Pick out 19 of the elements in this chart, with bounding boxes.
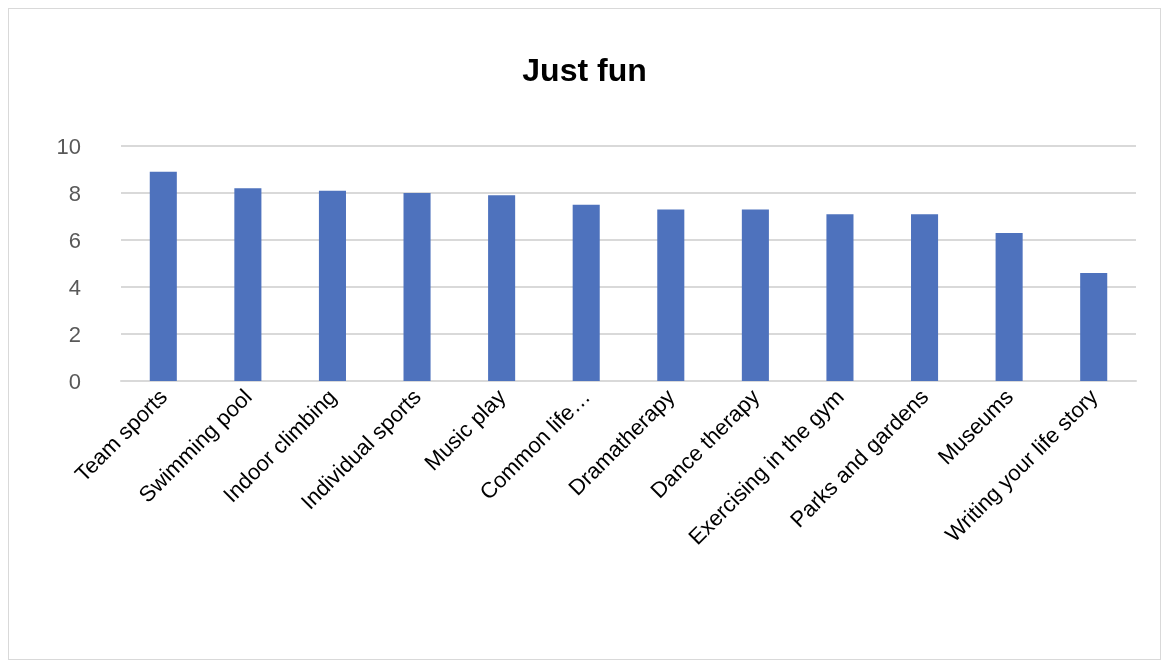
bar [1080, 272, 1108, 381]
bar [572, 204, 600, 381]
y-tick-label: 0 [68, 368, 81, 394]
y-tick-label: 10 [56, 133, 81, 159]
y-tick-label: 6 [68, 227, 81, 253]
bar [318, 190, 346, 381]
bar [488, 195, 516, 381]
bar [149, 171, 177, 381]
bar [826, 214, 854, 381]
y-tick-label: 2 [68, 321, 81, 347]
bar [657, 209, 685, 381]
y-tick-label: 8 [68, 180, 81, 206]
bar [741, 209, 769, 381]
bar [911, 214, 939, 381]
chart-title: Just fun [522, 52, 647, 88]
bar [403, 193, 431, 381]
bar [234, 188, 262, 381]
y-tick-label: 4 [68, 274, 81, 300]
bar [995, 232, 1023, 381]
